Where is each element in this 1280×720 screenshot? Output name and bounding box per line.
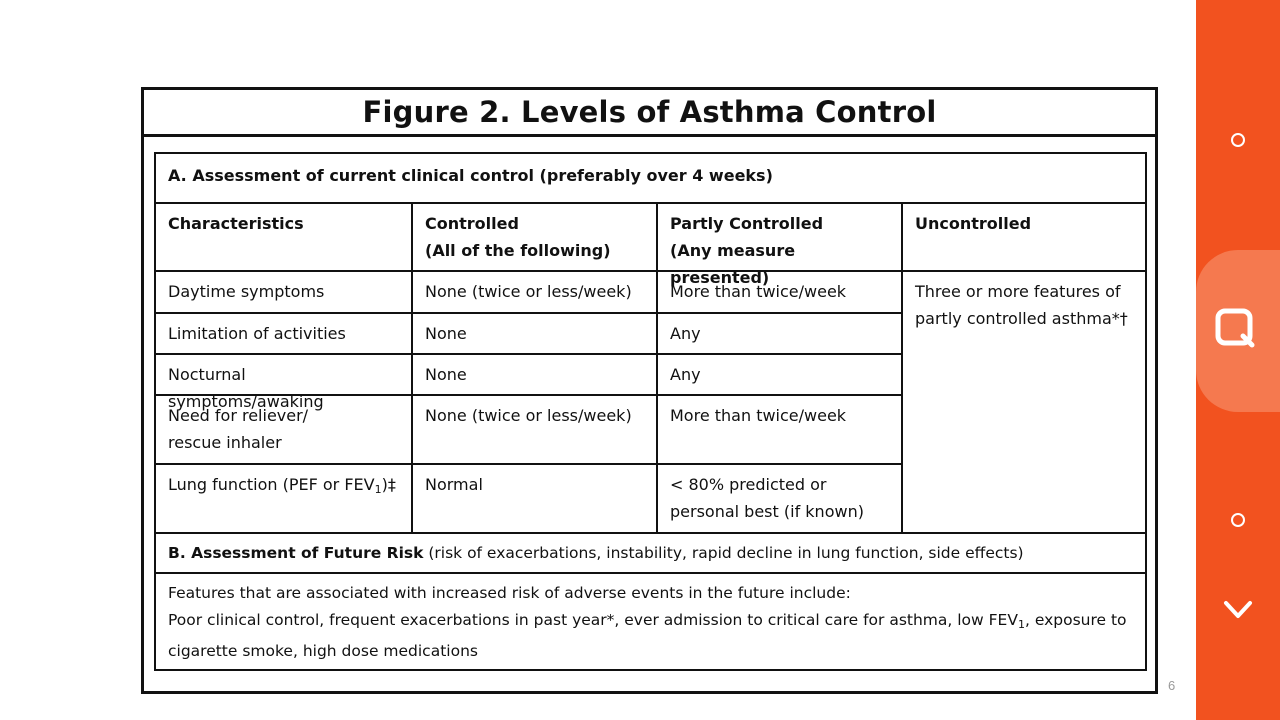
row-reliever-partly: More than twice/week [670, 406, 847, 425]
row-reliever-characteristic: Need for reliever/ rescue inhaler [156, 396, 411, 462]
slide: Figure 2. Levels of Asthma Control A. As… [141, 87, 1176, 694]
page-number: 6 [1168, 678, 1176, 693]
header-controlled: Controlled (All of the following) [413, 204, 656, 270]
search-icon [1215, 308, 1255, 348]
uncontrolled-line1: Three or more features of [915, 282, 1121, 301]
row-reliever-controlled: None (twice or less/week) [425, 406, 632, 425]
future-risk-line2: Poor clinical control, frequent exacerba… [168, 607, 1133, 638]
row-reliever-line1: Need for reliever/ [168, 406, 309, 425]
future-risk-subscript: 1 [1017, 618, 1025, 631]
search-pill[interactable] [1196, 250, 1280, 412]
figure-frame: Figure 2. Levels of Asthma Control A. As… [141, 87, 1158, 694]
row-limitation-characteristic: Limitation of activities [168, 324, 346, 343]
row-lung-characteristic: Lung function (PEF or FEV1)‡ [156, 465, 411, 509]
next-button[interactable] [1196, 596, 1280, 624]
row-nocturnal-characteristic: Nocturnal symptoms/awaking [168, 365, 324, 411]
future-risk-line3: cigarette smoke, high dose medications [168, 642, 478, 660]
row-reliever-line2: rescue inhaler [168, 433, 282, 452]
header-uncontrolled: Uncontrolled [915, 214, 1032, 233]
future-risk-line1: Features that are associated with increa… [168, 584, 851, 602]
header-partly-controlled: Partly Controlled (Any measure presented… [658, 204, 901, 297]
header-controlled-line2: (All of the following) [425, 241, 611, 260]
circle-icon [1231, 133, 1245, 147]
uncontrolled-description: Three or more features of partly control… [903, 272, 1145, 338]
circle-icon [1231, 513, 1245, 527]
row-lung-label-end: )‡ [381, 475, 396, 494]
header-partly-line2: (Any measure presented) [670, 241, 796, 287]
figure-title: Figure 2. Levels of Asthma Control [144, 90, 1155, 137]
row-lung-label: Lung function (PEF or FEV [168, 475, 375, 494]
row-lung-partly: < 80% predicted or personal best (if kno… [658, 465, 901, 531]
row-lung-controlled: Normal [425, 475, 483, 494]
row-daytime-characteristic: Daytime symptoms [168, 282, 325, 301]
future-risk-text: Features that are associated with increa… [156, 574, 1145, 671]
search-button[interactable] [1196, 306, 1280, 356]
row-daytime-partly: More than twice/week [670, 282, 847, 301]
row-nocturnal-partly: Any [670, 365, 701, 384]
asthma-control-table: A. Assessment of current clinical contro… [154, 152, 1147, 671]
row-daytime-controlled: None (twice or less/week) [425, 282, 632, 301]
row-limitation-partly: Any [670, 324, 701, 343]
row-limitation-controlled: None [425, 324, 467, 343]
section-b-heading: B. Assessment of Future Risk (risk of ex… [156, 534, 1145, 572]
uncontrolled-line2: partly controlled asthma*† [915, 309, 1128, 328]
row-lung-subscript: 1 [374, 483, 382, 496]
row-lung-partly-line2: personal best (if known) [670, 502, 864, 521]
header-partly-line1: Partly Controlled [670, 214, 824, 233]
future-risk-line2-text: Poor clinical control, frequent exacerba… [168, 611, 1018, 629]
chevron-down-icon [1224, 601, 1252, 618]
nav-circle-button-top[interactable] [1196, 128, 1280, 152]
row-lung-partly-line1: < 80% predicted or [670, 475, 827, 494]
header-controlled-line1: Controlled [425, 214, 519, 233]
section-b-title: B. Assessment of Future Risk [168, 544, 424, 562]
section-a-heading: A. Assessment of current clinical contro… [168, 166, 773, 185]
future-risk-line2-end: , exposure to [1024, 611, 1127, 629]
row-nocturnal-controlled: None [425, 365, 467, 384]
nav-circle-button-bottom[interactable] [1196, 508, 1280, 532]
header-characteristics: Characteristics [168, 214, 304, 233]
section-b-subtitle: (risk of exacerbations, instability, rap… [423, 544, 1024, 562]
